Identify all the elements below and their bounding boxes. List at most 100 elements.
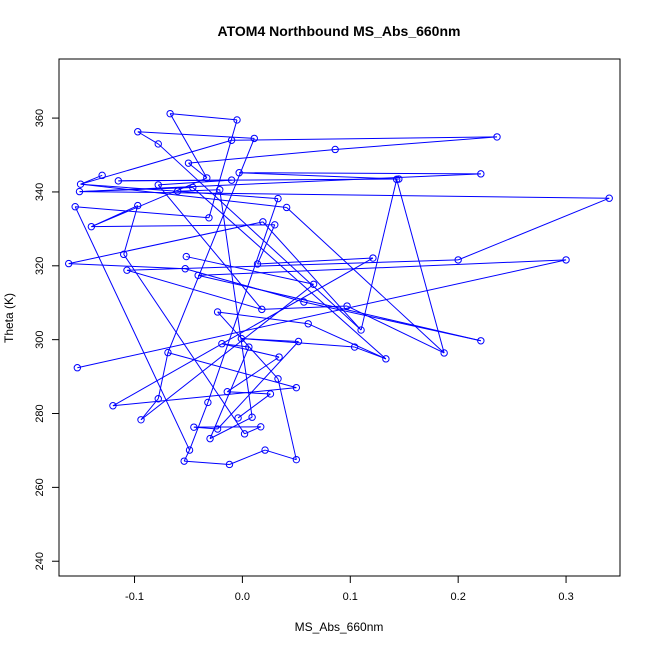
data-point — [205, 214, 213, 222]
x-tick-label: 0.0 — [235, 591, 250, 603]
data-point — [120, 250, 128, 259]
x-axis-label: MS_Abs_660nm — [295, 620, 384, 634]
series-line-segment — [396, 179, 445, 354]
series-line-segment — [91, 177, 207, 228]
data-point — [73, 364, 82, 372]
series-line-segment — [183, 449, 190, 462]
y-tick-label: 260 — [34, 478, 46, 496]
y-tick-label: 240 — [34, 552, 46, 570]
y-tick-label: 340 — [34, 183, 46, 201]
data-point — [76, 180, 85, 188]
series-line-segment — [217, 311, 279, 380]
data-point — [134, 128, 142, 136]
data-point — [382, 355, 390, 363]
data-point — [180, 457, 188, 465]
series-line-segment — [169, 113, 208, 179]
series-line-segment — [157, 352, 169, 399]
series-line-segment — [123, 205, 139, 255]
data-point — [274, 194, 282, 203]
chart-title: ATOM4 Northbound MS_Abs_660nm — [218, 23, 461, 39]
data-point — [216, 186, 224, 194]
data-point — [184, 159, 193, 167]
series-line-segment — [360, 179, 398, 331]
data-point — [240, 430, 249, 438]
series-points — [65, 109, 613, 469]
data-point — [181, 265, 189, 273]
data-point — [258, 305, 266, 314]
data-point — [225, 460, 234, 469]
data-point — [227, 176, 236, 184]
series-line-segment — [126, 269, 262, 310]
data-point — [257, 423, 265, 431]
data-point — [343, 302, 351, 310]
data-point — [227, 136, 236, 144]
data-point — [154, 181, 162, 189]
data-point — [245, 343, 253, 351]
data-point — [369, 254, 377, 262]
x-tick-label: 0.1 — [343, 591, 358, 603]
data-point — [294, 337, 303, 346]
series-line-segment — [123, 254, 245, 435]
y-tick-label: 300 — [34, 330, 46, 348]
series-line-segment — [346, 305, 445, 354]
data-point — [182, 252, 191, 261]
series-line-segment — [237, 393, 271, 419]
data-point — [454, 256, 462, 264]
series-line-segment — [229, 449, 266, 465]
y-tick-label: 320 — [34, 257, 46, 275]
series-line-segment — [231, 136, 498, 141]
series-line-segment — [277, 378, 297, 460]
data-point — [477, 337, 485, 345]
data-point — [185, 446, 194, 454]
data-point — [274, 375, 282, 383]
series-line-segment — [137, 131, 159, 145]
series-lines — [68, 113, 610, 465]
data-point — [166, 109, 174, 118]
series-line-segment — [185, 268, 305, 303]
series-line-segment — [68, 221, 264, 265]
data-point — [75, 187, 84, 196]
data-point — [114, 177, 123, 185]
data-point — [248, 413, 256, 421]
series-line-segment — [198, 259, 567, 276]
data-point — [331, 145, 339, 154]
series-line-segment — [241, 338, 299, 343]
data-point — [292, 383, 301, 392]
series-line-segment — [207, 198, 279, 403]
data-point — [173, 187, 182, 195]
series-line-segment — [68, 263, 186, 270]
series-line-segment — [77, 259, 567, 369]
data-point — [134, 201, 142, 210]
data-point — [440, 349, 448, 357]
data-point — [218, 340, 226, 348]
data-point — [87, 222, 96, 231]
series-line-segment — [112, 257, 374, 407]
y-tick-label: 360 — [34, 109, 46, 127]
data-point — [275, 353, 283, 361]
data-point — [109, 402, 117, 410]
series-line-segment — [79, 173, 481, 193]
series-line-segment — [74, 206, 190, 451]
series-line-segment — [75, 206, 210, 219]
series-line-segment — [80, 139, 232, 185]
data-point — [213, 425, 222, 433]
series-line-segment — [137, 131, 255, 139]
data-point — [203, 174, 211, 182]
y-axis: 240 260 280 300 320 340 360 — [34, 109, 59, 570]
x-tick-label: -0.1 — [125, 591, 144, 603]
series-line-segment — [198, 274, 481, 342]
series-line-segment — [186, 256, 314, 285]
data-point — [65, 259, 73, 268]
y-axis-label: Theta (K) — [2, 293, 16, 343]
data-point — [204, 398, 212, 407]
data-point — [605, 194, 613, 202]
data-point — [190, 423, 198, 431]
data-point — [250, 134, 258, 143]
series-line-segment — [167, 352, 297, 389]
series-line-segment — [209, 416, 253, 440]
series-line-segment — [209, 346, 250, 439]
series-line-segment — [286, 207, 445, 354]
series-line-segment — [177, 189, 220, 192]
data-point — [259, 218, 267, 226]
